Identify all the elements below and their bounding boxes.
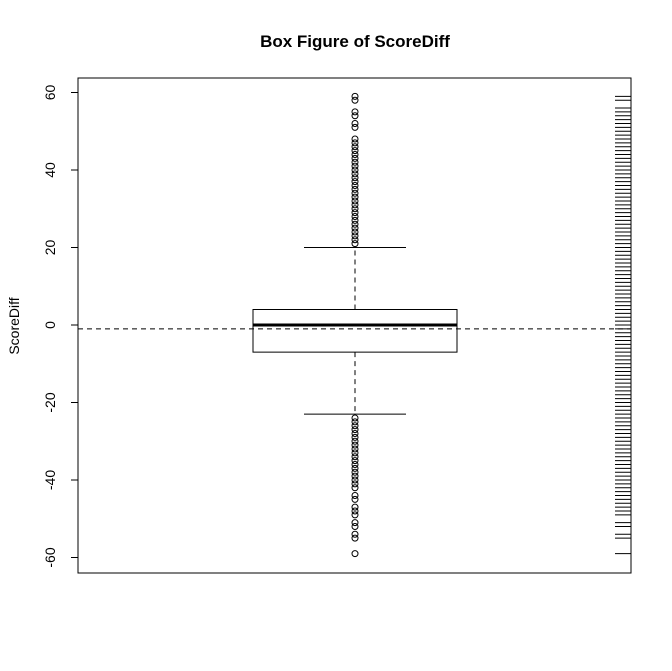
outlier-point <box>351 430 359 437</box>
outlier-point <box>351 205 359 213</box>
outlier-point <box>351 166 359 174</box>
outlier-point <box>351 158 359 166</box>
outlier-point <box>351 418 359 426</box>
outlier-point <box>351 437 359 445</box>
outlier-point <box>351 472 359 480</box>
y-tick-label: 40 <box>42 162 58 178</box>
outlier-point <box>351 414 359 422</box>
y-tick-label: -40 <box>42 470 58 490</box>
outlier-point <box>351 108 359 116</box>
outlier-point <box>351 441 359 449</box>
outlier-point <box>351 216 359 224</box>
outlier-point <box>351 453 359 461</box>
outlier-point <box>351 174 359 182</box>
outlier-point <box>351 139 359 147</box>
outlier-point <box>351 147 359 155</box>
outlier-point <box>351 123 359 131</box>
y-axis-label: ScoreDiff <box>6 297 22 354</box>
outlier-point <box>351 135 359 143</box>
outlier-point <box>351 120 359 127</box>
outlier-point <box>351 530 359 538</box>
outlier-point <box>351 224 359 232</box>
outlier-point <box>351 112 359 120</box>
outlier-point <box>351 185 359 193</box>
outlier-point <box>351 519 359 527</box>
outlier-point <box>351 213 359 220</box>
outlier-point <box>351 461 359 468</box>
outlier-point <box>351 534 359 542</box>
outlier-point <box>351 151 359 158</box>
outlier-point <box>351 236 359 244</box>
outlier-point <box>351 240 359 248</box>
outlier-point <box>351 422 359 430</box>
outlier-point <box>351 495 359 503</box>
outlier-point <box>351 228 359 236</box>
outlier-point <box>351 193 359 201</box>
outlier-point <box>351 476 359 484</box>
outlier-point <box>351 484 359 492</box>
chart-marks: 60 40 20 0 -20 -40 -60 <box>42 85 631 568</box>
outlier-point <box>351 507 359 515</box>
outlier-point <box>351 197 359 205</box>
outlier-point <box>351 449 359 457</box>
outlier-point <box>351 468 359 476</box>
chart-title: Box Figure of ScoreDiff <box>260 32 450 51</box>
outlier-point <box>351 178 359 186</box>
y-tick-label: 0 <box>42 321 58 329</box>
outlier-point <box>351 503 359 511</box>
outlier-point <box>351 511 359 519</box>
outlier-point <box>351 550 359 558</box>
outlier-point <box>351 426 359 434</box>
y-tick-label: -20 <box>42 392 58 412</box>
outlier-point <box>351 220 359 228</box>
outlier-point <box>351 96 359 104</box>
outlier-point <box>351 457 359 465</box>
outlier-point <box>351 143 359 151</box>
iqr-box <box>252 309 458 353</box>
outlier-point <box>351 182 359 189</box>
outlier-point <box>351 492 359 499</box>
outlier-point <box>351 154 359 162</box>
outlier-point <box>351 189 359 197</box>
outlier-point <box>351 170 359 178</box>
outlier-point <box>351 464 359 472</box>
outlier-point <box>351 445 359 453</box>
outlier-point <box>351 209 359 217</box>
y-tick-label: 60 <box>42 85 58 101</box>
outlier-point <box>351 433 359 441</box>
outlier-point <box>351 232 359 240</box>
outlier-point <box>351 523 359 530</box>
outlier-point <box>351 92 359 100</box>
outlier-point <box>351 201 359 209</box>
outlier-point <box>351 162 359 170</box>
y-tick-label: 20 <box>42 240 58 256</box>
outlier-point <box>351 480 359 488</box>
y-tick-label: -60 <box>42 547 58 567</box>
